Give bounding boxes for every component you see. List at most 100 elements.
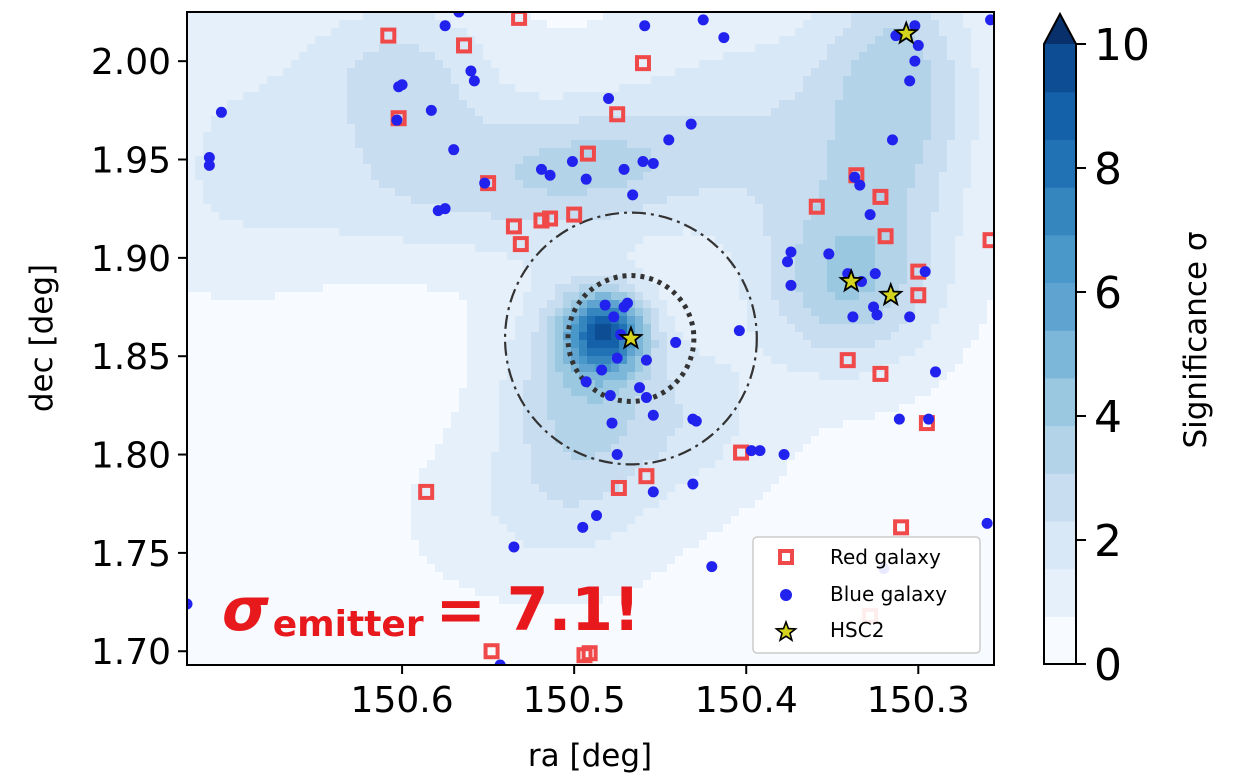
contour-cell	[291, 404, 300, 413]
contour-cell	[323, 148, 332, 157]
contour-cell	[275, 116, 284, 125]
contour-cell	[283, 284, 292, 293]
contour-cell	[619, 12, 628, 21]
contour-cell	[371, 300, 380, 309]
contour-cell	[627, 124, 636, 133]
contour-cell	[443, 148, 452, 157]
contour-cell	[595, 348, 604, 357]
contour-cell	[539, 172, 548, 181]
contour-cell	[539, 116, 548, 125]
contour-cell	[475, 380, 484, 389]
contour-cell	[819, 260, 828, 269]
contour-cell	[491, 156, 500, 165]
contour-cell	[875, 324, 884, 333]
contour-cell	[667, 228, 676, 237]
contour-cell	[355, 356, 364, 365]
contour-cell	[907, 156, 916, 165]
contour-cell	[699, 356, 708, 365]
contour-cell	[747, 396, 756, 405]
contour-cell	[323, 108, 332, 117]
contour-cell	[635, 44, 644, 53]
contour-cell	[963, 284, 972, 293]
contour-cell	[275, 68, 284, 77]
contour-cell	[819, 76, 828, 85]
contour-cell	[219, 148, 228, 157]
contour-cell	[259, 84, 268, 93]
contour-cell	[763, 68, 772, 77]
contour-cell	[467, 396, 476, 405]
contour-cell	[195, 12, 204, 21]
contour-cell	[771, 132, 780, 141]
contour-cell	[755, 276, 764, 285]
contour-cell	[291, 244, 300, 253]
contour-cell	[539, 44, 548, 53]
contour-cell	[371, 52, 380, 61]
contour-cell	[563, 100, 572, 109]
contour-cell	[483, 68, 492, 77]
contour-cell	[619, 132, 628, 141]
contour-cell	[523, 20, 532, 29]
contour-cell	[667, 92, 676, 101]
contour-cell	[827, 260, 836, 269]
contour-cell	[363, 188, 372, 197]
contour-cell	[443, 236, 452, 245]
contour-cell	[955, 260, 964, 269]
contour-cell	[499, 156, 508, 165]
contour-cell	[811, 268, 820, 277]
contour-cell	[523, 340, 532, 349]
contour-cell	[883, 12, 892, 21]
contour-cell	[347, 20, 356, 29]
contour-cell	[675, 164, 684, 173]
contour-cell	[395, 364, 404, 373]
contour-cell	[771, 36, 780, 45]
contour-cell	[963, 252, 972, 261]
contour-cell	[787, 348, 796, 357]
contour-cell	[411, 404, 420, 413]
contour-cell	[811, 284, 820, 293]
contour-cell	[571, 284, 580, 293]
contour-cell	[811, 148, 820, 157]
contour-cell	[539, 140, 548, 149]
contour-cell	[747, 364, 756, 373]
contour-cell	[571, 124, 580, 133]
contour-cell	[779, 164, 788, 173]
contour-cell	[315, 404, 324, 413]
contour-cell	[219, 364, 228, 373]
contour-cell	[651, 84, 660, 93]
contour-cell	[427, 308, 436, 317]
contour-cell	[875, 148, 884, 157]
contour-cell	[299, 396, 308, 405]
contour-cell	[875, 172, 884, 181]
contour-cell	[987, 212, 994, 221]
contour-cell	[555, 300, 564, 309]
contour-cell	[323, 236, 332, 245]
contour-cell	[347, 188, 356, 197]
contour-cell	[339, 356, 348, 365]
contour-cell	[443, 52, 452, 61]
contour-cell	[363, 268, 372, 277]
contour-cell	[347, 356, 356, 365]
contour-cell	[939, 244, 948, 253]
contour-cell	[867, 132, 876, 141]
contour-cell	[267, 300, 276, 309]
contour-cell	[475, 12, 484, 21]
contour-cell	[507, 164, 516, 173]
contour-cell	[635, 228, 644, 237]
contour-cell	[771, 236, 780, 245]
contour-cell	[723, 204, 732, 213]
contour-cell	[475, 228, 484, 237]
contour-cell	[427, 180, 436, 189]
contour-cell	[891, 196, 900, 205]
contour-cell	[267, 132, 276, 141]
contour-cell	[515, 404, 524, 413]
contour-cell	[851, 156, 860, 165]
contour-cell	[691, 92, 700, 101]
contour-cell	[491, 356, 500, 365]
contour-cell	[243, 60, 252, 69]
contour-cell	[691, 188, 700, 197]
contour-cell	[467, 172, 476, 181]
contour-cell	[219, 268, 228, 277]
contour-cell	[715, 84, 724, 93]
contour-cell	[579, 236, 588, 245]
contour-cell	[411, 260, 420, 269]
